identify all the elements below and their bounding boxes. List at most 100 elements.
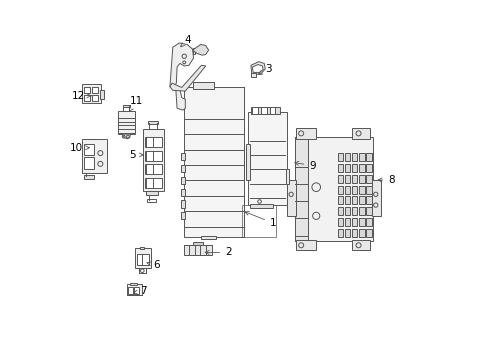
Bar [201,235,215,239]
Bar [83,157,94,169]
Bar [337,197,343,204]
Bar [261,107,266,114]
Bar [344,153,349,161]
Bar [366,175,371,183]
Bar [337,175,343,183]
Bar [337,153,343,161]
Bar [180,153,184,160]
Polygon shape [169,65,205,91]
Bar [180,177,184,184]
Bar [351,229,357,237]
Bar [351,197,357,204]
Bar [366,197,371,204]
Bar [82,84,101,103]
Bar [128,287,133,294]
Bar [183,244,212,255]
Text: 10: 10 [69,143,89,153]
Bar [359,186,364,194]
Bar [249,204,273,208]
Text: 3: 3 [258,64,272,74]
Text: 1: 1 [244,211,276,228]
Text: 5: 5 [129,150,143,160]
Text: 11: 11 [129,96,142,111]
Bar [100,90,104,99]
Bar [144,150,162,161]
Bar [359,175,364,183]
Bar [366,207,371,215]
Bar [337,164,343,172]
Text: 12: 12 [72,91,91,101]
Bar [337,229,343,237]
Bar [351,164,357,172]
Bar [366,218,371,226]
Bar [144,137,162,147]
Bar [82,139,106,173]
Bar [135,248,151,268]
Bar [359,153,364,161]
Bar [344,186,349,194]
Bar [183,87,244,237]
Bar [351,128,369,139]
Bar [180,189,184,196]
Bar [180,212,184,220]
Bar [351,153,357,161]
Bar [118,111,135,134]
Bar [296,128,316,139]
Bar [180,165,184,172]
Text: 8: 8 [377,175,394,185]
Bar [371,180,380,216]
Polygon shape [175,87,185,110]
Bar [144,178,162,188]
Polygon shape [169,43,193,87]
Bar [192,242,203,245]
Bar [337,207,343,215]
Bar [247,112,286,205]
Bar [140,247,144,249]
Bar [344,164,349,172]
Bar [83,175,94,179]
Text: 7: 7 [133,286,146,296]
Bar [83,95,90,101]
Bar [83,87,90,93]
Bar [337,218,343,226]
Bar [252,107,258,114]
Bar [359,164,364,172]
Bar [92,95,98,101]
Bar [246,144,249,180]
Bar [344,218,349,226]
Bar [241,205,275,237]
Text: 6: 6 [147,260,160,270]
Bar [344,207,349,215]
Polygon shape [250,62,265,74]
Bar [351,186,357,194]
Bar [285,169,289,184]
Bar [180,201,184,208]
Bar [359,197,364,204]
Text: 2: 2 [205,247,231,257]
Bar [351,175,357,183]
Bar [147,199,156,202]
Bar [269,107,275,114]
Bar [250,73,256,77]
Bar [92,87,98,93]
Bar [143,129,164,192]
Bar [366,153,371,161]
Bar [344,229,349,237]
Bar [134,287,139,294]
Bar [366,186,371,194]
Bar [366,164,371,172]
Bar [129,283,137,285]
Bar [351,240,369,250]
Polygon shape [122,134,130,139]
Bar [137,254,148,265]
Bar [144,164,162,174]
Bar [359,218,364,226]
Bar [126,284,142,296]
Text: 9: 9 [294,161,315,171]
Bar [366,229,371,237]
Bar [192,48,195,54]
Bar [359,207,364,215]
Bar [351,218,357,226]
Bar [351,207,357,215]
Polygon shape [252,64,263,72]
